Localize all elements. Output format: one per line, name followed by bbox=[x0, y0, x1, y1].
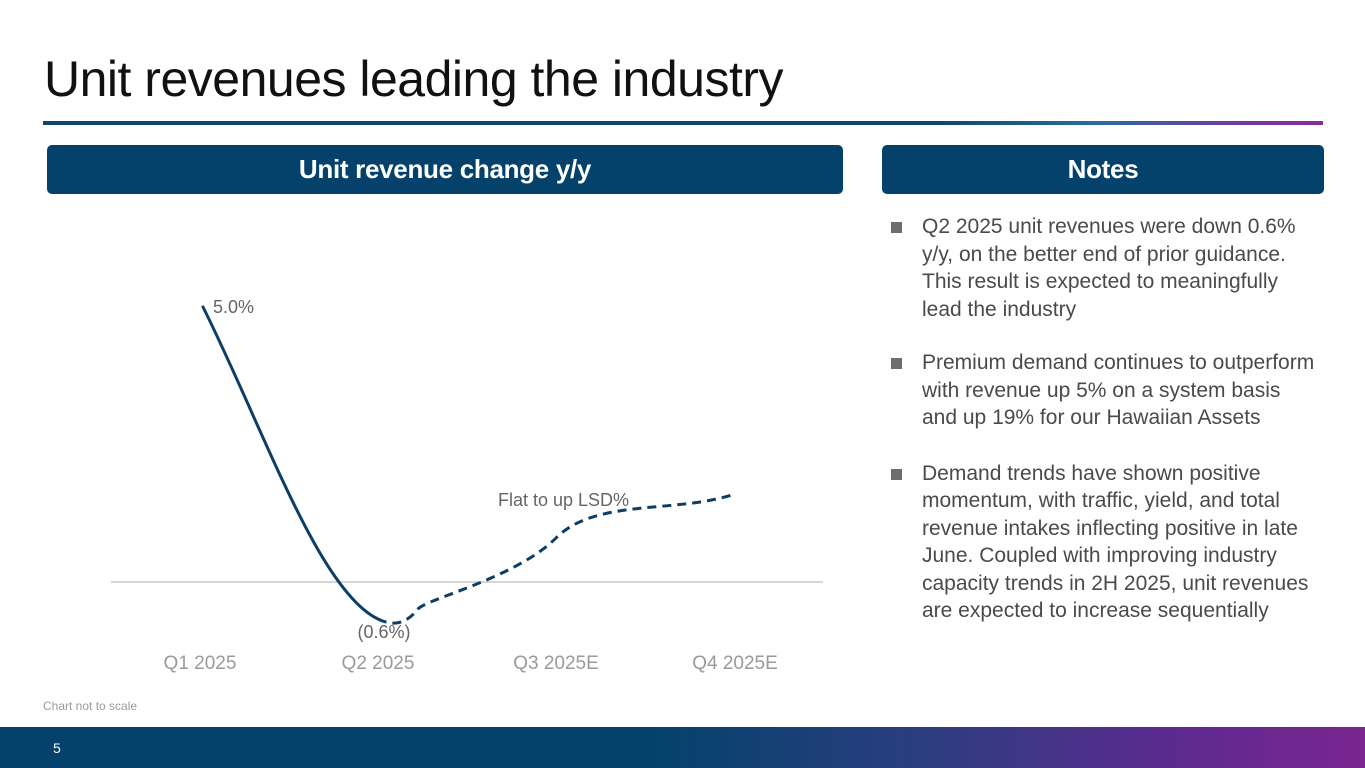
actual-series-line bbox=[201, 305, 380, 621]
x-tick-label: Q3 2025E bbox=[513, 653, 599, 674]
square-bullet-icon bbox=[891, 222, 902, 233]
square-bullet-icon bbox=[891, 358, 902, 369]
data-label: 5.0% bbox=[213, 297, 254, 317]
note-text: Premium demand continues to outperform w… bbox=[922, 351, 1315, 429]
page-number: 5 bbox=[53, 740, 61, 756]
footer-bar: 5 bbox=[0, 727, 1365, 768]
notes-list: Q2 2025 unit revenues were down 0.6% y/y… bbox=[890, 213, 1320, 651]
chart-panel-header: Unit revenue change y/y bbox=[47, 145, 843, 194]
x-tick-label: Q2 2025 bbox=[342, 653, 415, 674]
outlook-series-line bbox=[377, 492, 736, 625]
data-label: (0.6%) bbox=[357, 622, 410, 642]
data-labels: 5.0% (0.6%) Flat to up LSD% bbox=[213, 297, 629, 642]
x-axis-ticks: Q1 2025 Q2 2025 Q3 2025E Q4 2025E bbox=[164, 653, 778, 674]
square-bullet-icon bbox=[891, 468, 902, 480]
note-text: Q2 2025 unit revenues were down 0.6% y/y… bbox=[922, 215, 1296, 321]
x-tick-label: Q1 2025 bbox=[164, 653, 237, 674]
note-item: Q2 2025 unit revenues were down 0.6% y/y… bbox=[890, 213, 1320, 323]
note-text: Demand trends have shown positive moment… bbox=[922, 461, 1309, 623]
data-label: Flat to up LSD% bbox=[498, 490, 629, 510]
x-tick-label: Q4 2025E bbox=[692, 653, 778, 674]
note-item: Demand trends have shown positive moment… bbox=[890, 460, 1320, 625]
title-divider bbox=[43, 121, 1323, 125]
note-item: Premium demand continues to outperform w… bbox=[890, 349, 1320, 432]
slide-title: Unit revenues leading the industry bbox=[44, 51, 784, 107]
notes-panel-header: Notes bbox=[882, 145, 1324, 194]
chart-footnote: Chart not to scale bbox=[43, 699, 138, 713]
